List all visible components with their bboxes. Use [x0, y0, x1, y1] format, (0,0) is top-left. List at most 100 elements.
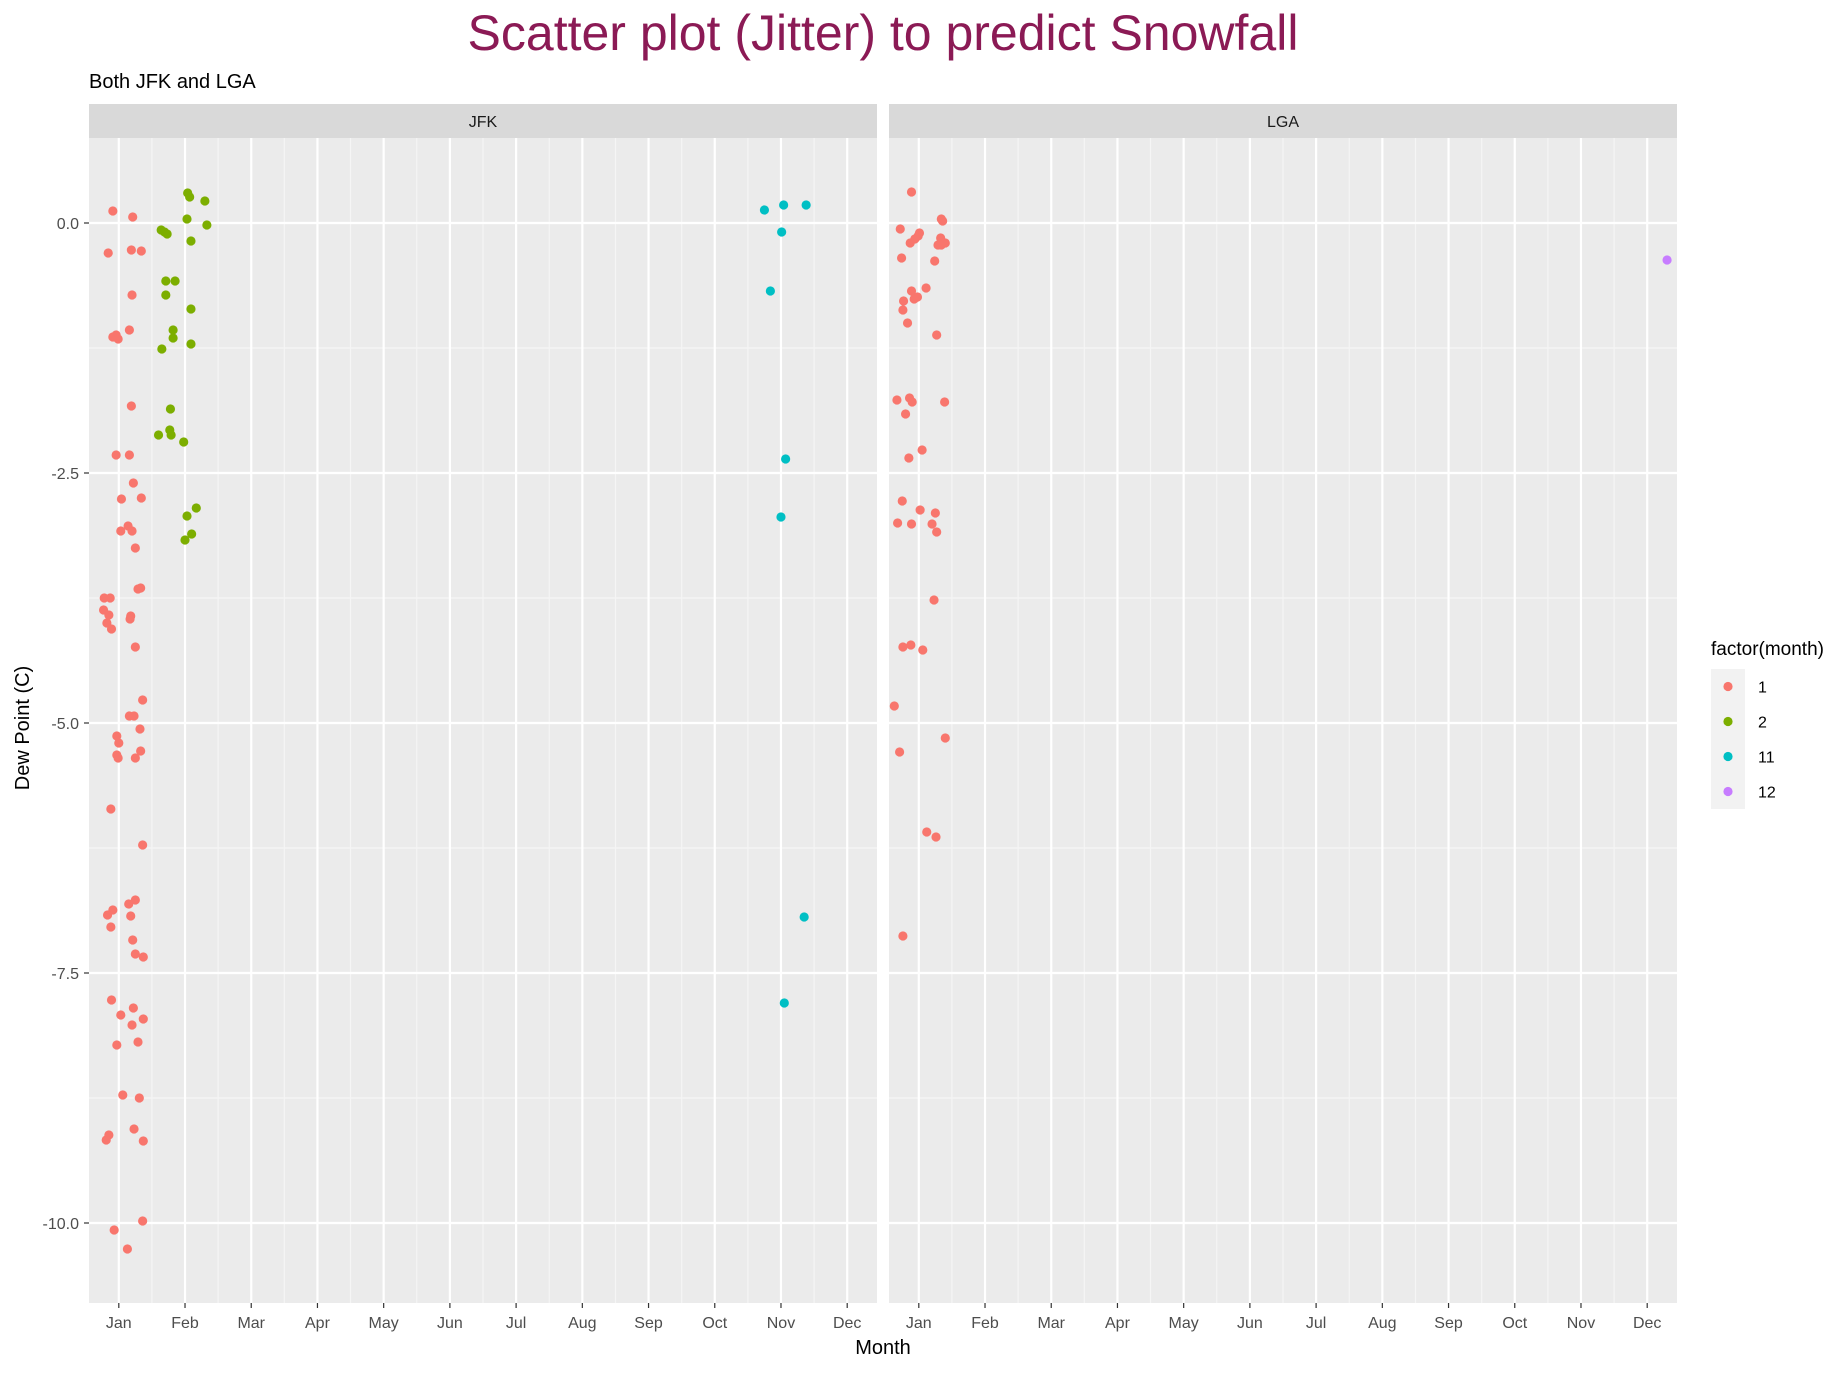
- data-point: [165, 404, 176, 414]
- data-point: [108, 206, 118, 216]
- data-point: [116, 1010, 126, 1020]
- data-point: [133, 1037, 143, 1047]
- data-point: [125, 614, 135, 624]
- data-point: [185, 192, 195, 202]
- data-point: [126, 401, 136, 411]
- x-tick-label: Jan: [106, 1315, 132, 1332]
- data-point: [922, 827, 932, 837]
- x-tick-label: Oct: [702, 1315, 727, 1332]
- data-point: [168, 325, 178, 335]
- facet-strip-label: LGA: [1267, 114, 1299, 131]
- data-point: [136, 583, 146, 593]
- data-point: [894, 747, 905, 757]
- data-point: [106, 995, 117, 1005]
- x-tick-label: Sep: [634, 1315, 663, 1332]
- data-point: [897, 496, 907, 506]
- data-point: [929, 595, 939, 605]
- legend-label: 1: [1758, 680, 1767, 697]
- data-point: [113, 753, 123, 763]
- facet-strip: [889, 104, 1677, 138]
- data-point: [102, 910, 113, 920]
- data-point: [138, 695, 148, 705]
- data-point: [776, 512, 786, 522]
- data-point: [124, 325, 134, 335]
- data-point: [186, 304, 196, 314]
- data-point: [138, 1216, 148, 1226]
- data-point: [779, 200, 789, 210]
- data-point: [129, 1124, 139, 1134]
- data-point: [893, 518, 903, 528]
- data-point: [104, 610, 114, 620]
- data-point: [930, 508, 940, 518]
- data-point: [191, 503, 201, 513]
- data-point: [940, 733, 950, 743]
- y-axis: 0.0 -2.5 -5.0 -7.5 -10.0: [43, 216, 89, 1233]
- data-point: [921, 283, 931, 293]
- legend-label: 2: [1758, 715, 1767, 732]
- legend-label: 12: [1758, 785, 1776, 802]
- data-point: [168, 333, 178, 343]
- data-point: [112, 731, 122, 741]
- data-point: [111, 450, 121, 460]
- legend-marker: [1723, 751, 1733, 762]
- data-point: [130, 895, 140, 905]
- data-point: [202, 220, 212, 230]
- data-point: [157, 344, 167, 354]
- data-point: [138, 952, 148, 962]
- data-point: [129, 711, 139, 721]
- series-month-1: [889, 187, 950, 941]
- data-point: [940, 397, 950, 407]
- data-point: [931, 832, 941, 842]
- x-tick-label: Dec: [1633, 1315, 1661, 1332]
- legend-marker: [1723, 786, 1733, 797]
- data-point: [801, 200, 811, 210]
- data-point: [130, 753, 140, 763]
- facet-panel-jfk: JFK Jan Feb Mar Apr May Jun Jul Aug Sep Oct Nov Dec: [89, 104, 877, 1332]
- data-point: [106, 624, 117, 634]
- data-point: [187, 529, 197, 539]
- data-point: [106, 922, 116, 932]
- y-tick-label: -2.5: [51, 466, 79, 483]
- data-point: [116, 526, 126, 536]
- data-point: [907, 397, 917, 407]
- legend-marker: [1723, 716, 1733, 727]
- data-point: [906, 519, 917, 529]
- data-point: [128, 212, 138, 222]
- data-point: [898, 296, 909, 306]
- legend-label: 11: [1758, 750, 1775, 767]
- data-point: [138, 1014, 148, 1024]
- y-tick-label: -7.5: [51, 966, 79, 983]
- data-point: [927, 519, 937, 529]
- data-point: [182, 214, 192, 224]
- data-point: [765, 286, 775, 296]
- data-point: [918, 645, 928, 655]
- data-point: [898, 642, 908, 652]
- data-point: [126, 245, 136, 255]
- x-tick-label: Jan: [906, 1315, 932, 1332]
- data-point: [101, 1135, 111, 1145]
- data-point: [186, 339, 196, 349]
- data-point: [161, 276, 171, 286]
- x-axis-title: Month: [855, 1337, 911, 1359]
- data-point: [127, 526, 137, 536]
- x-tick-label: Oct: [1502, 1315, 1527, 1332]
- series-month-1: [98, 206, 148, 1254]
- data-point: [114, 738, 124, 748]
- data-point: [906, 640, 916, 650]
- x-tick-label: Feb: [971, 1315, 999, 1332]
- y-tick-label: 0.0: [57, 216, 79, 233]
- data-point: [138, 840, 148, 850]
- data-point: [909, 294, 919, 304]
- data-point: [124, 899, 134, 909]
- x-tick-label: Mar: [237, 1315, 265, 1332]
- data-point: [127, 1020, 137, 1030]
- facet-panel-lga: LGA Jan Feb Mar Apr May Jun Jul Aug Sep Oct Nov Dec: [889, 104, 1677, 1332]
- x-tick-label: Dec: [833, 1315, 861, 1332]
- data-point: [200, 196, 210, 206]
- data-point: [892, 395, 902, 405]
- x-tick-label: Jul: [1306, 1315, 1326, 1332]
- data-point: [898, 305, 908, 315]
- x-tick-label: Jul: [506, 1315, 526, 1332]
